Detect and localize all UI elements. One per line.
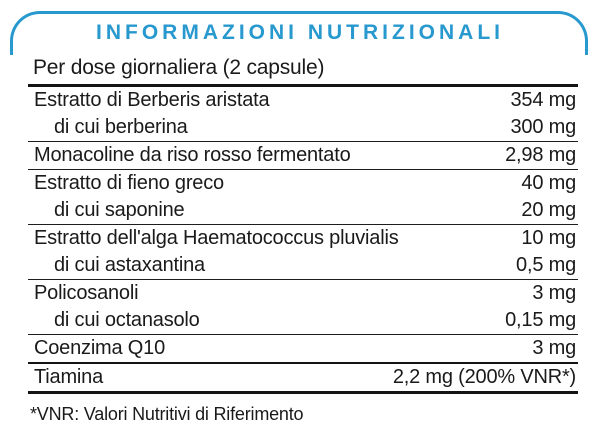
table-row: Monacoline da riso rosso fermentato 2,98…	[28, 142, 578, 169]
nutrient-value: 300 mg	[510, 116, 576, 138]
nutrient-value: 10 mg	[521, 227, 576, 249]
table-section: Coenzima Q10 3 mg	[28, 335, 578, 364]
table-subrow: di cui berberina 300 mg	[28, 114, 578, 141]
table-row: Policosanoli 3 mg	[28, 280, 578, 307]
table-section: Estratto dell'alga Haematococcus pluvial…	[28, 225, 578, 280]
table-row: Estratto dell'alga Haematococcus pluvial…	[28, 225, 578, 252]
nutrient-value: 3 mg	[532, 337, 576, 359]
nutrient-value: 20 mg	[521, 199, 576, 221]
table-row: Tiamina 2,2 mg (200% VNR*)	[28, 364, 578, 391]
table-section: Policosanoli 3 mg di cui octanasolo 0,15…	[28, 280, 578, 335]
nutrient-label: Policosanoli	[34, 282, 139, 304]
panel-title: INFORMAZIONI NUTRIZIONALI	[96, 21, 504, 44]
serving-size-line: Per dose giornaliera (2 capsule)	[33, 56, 325, 79]
nutrient-value: 354 mg	[510, 89, 576, 111]
nutrient-label: Monacoline da riso rosso fermentato	[34, 144, 351, 166]
nutrient-value: 0,15 mg	[505, 309, 576, 331]
table-section: Tiamina 2,2 mg (200% VNR*)	[28, 364, 578, 394]
nutrient-label: di cui saponine	[54, 199, 185, 221]
nutrient-label: di cui berberina	[54, 116, 188, 138]
table-section: Estratto di fieno greco 40 mg di cui sap…	[28, 170, 578, 225]
nutrient-value: 40 mg	[521, 172, 576, 194]
table-subrow: di cui octanasolo 0,15 mg	[28, 307, 578, 334]
nutrient-value: 2,2 mg (200% VNR*)	[392, 366, 576, 388]
table-section: Monacoline da riso rosso fermentato 2,98…	[28, 142, 578, 170]
vnr-footnote: *VNR: Valori Nutritivi di Riferimento	[30, 404, 304, 424]
table-subrow: di cui astaxantina 0,5 mg	[28, 252, 578, 279]
nutrient-label: Estratto di fieno greco	[34, 172, 224, 194]
nutrient-label: di cui octanasolo	[54, 309, 200, 331]
nutrient-label: Estratto di Berberis aristata	[34, 89, 270, 111]
nutrient-value: 3 mg	[532, 282, 576, 304]
table-row: Coenzima Q10 3 mg	[28, 335, 578, 362]
nutrient-value: 0,5 mg	[516, 254, 576, 276]
table-row: Estratto di Berberis aristata 354 mg	[28, 87, 578, 114]
table-row: Estratto di fieno greco 40 mg	[28, 170, 578, 197]
nutrient-label: di cui astaxantina	[54, 254, 205, 276]
nutrient-label: Estratto dell'alga Haematococcus pluvial…	[34, 227, 399, 249]
table-subrow: di cui saponine 20 mg	[28, 197, 578, 224]
nutrient-label: Tiamina	[34, 366, 103, 388]
table-section: Estratto di Berberis aristata 354 mg di …	[28, 87, 578, 142]
nutrient-value: 2,98 mg	[505, 144, 576, 166]
nutrition-table: Estratto di Berberis aristata 354 mg di …	[28, 84, 578, 394]
nutrient-label: Coenzima Q10	[34, 337, 165, 359]
panel-border-bracket	[10, 11, 588, 55]
